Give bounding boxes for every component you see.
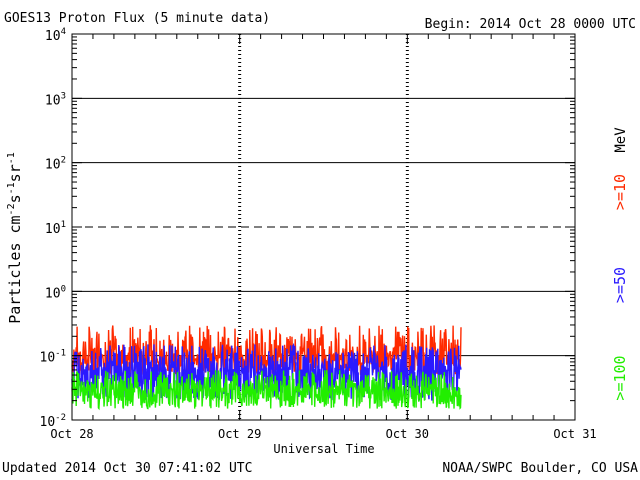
y-tick-label: 104 — [45, 27, 66, 44]
y-tick-label: 102 — [45, 156, 66, 173]
x-axis-title: Universal Time — [273, 442, 374, 456]
svg-text:Particles cm-2s-1sr-1: Particles cm-2s-1sr-1 — [6, 152, 24, 324]
legend-item-100mev: >=100 — [611, 355, 629, 400]
x-tick-labels: Oct 28 Oct 29 Oct 30 Oct 31 — [50, 427, 596, 441]
y-tick-label: 10-1 — [40, 349, 67, 366]
series-line-1 — [71, 342, 462, 401]
x-tick-label: Oct 31 — [553, 427, 596, 441]
grid-lines — [72, 34, 575, 420]
updated-time: Updated 2014 Oct 30 07:41:02 UTC — [2, 461, 252, 476]
series-line-0 — [71, 325, 462, 376]
y-tick-label: 10-2 — [40, 413, 67, 430]
y-tick-label: 101 — [45, 220, 66, 237]
legend-unit: MeV — [613, 127, 629, 153]
begin-time: Begin: 2014 Oct 28 0000 UTC — [425, 17, 636, 32]
data-series — [71, 325, 462, 411]
x-tick-label: Oct 29 — [218, 427, 261, 441]
chart-title: GOES13 Proton Flux (5 minute data) — [4, 11, 270, 26]
axis-ticks — [71, 33, 576, 421]
series-line-2 — [71, 370, 462, 411]
y-tick-labels: 10-2 10-1 100 101 102 103 104 — [40, 27, 67, 430]
y-axis-title: Particles cm-2s-1sr-1 — [6, 152, 24, 324]
x-tick-label: Oct 30 — [386, 427, 429, 441]
y-tick-label: 100 — [45, 284, 66, 301]
y-tick-label: 103 — [45, 91, 66, 108]
x-tick-label: Oct 28 — [50, 427, 93, 441]
data-source: NOAA/SWPC Boulder, CO USA — [442, 461, 638, 476]
legend-item-10mev: >=10 — [611, 174, 629, 210]
legend-item-50mev: >=50 — [611, 267, 629, 303]
